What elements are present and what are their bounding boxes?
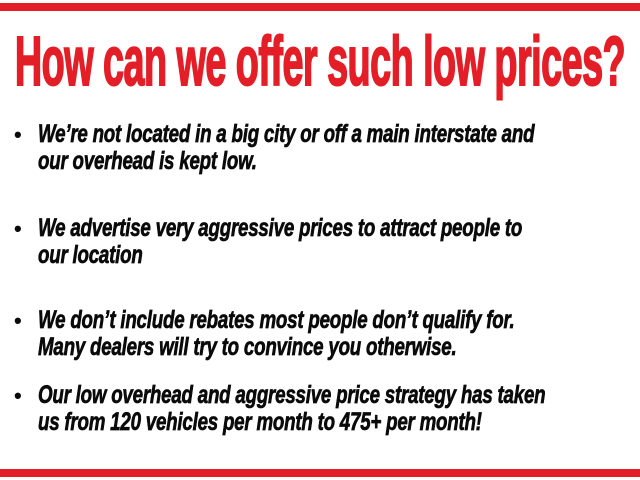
bullet-text: We don’t include rebates most people don… bbox=[38, 306, 515, 361]
bullet-dot-icon: • bbox=[14, 216, 22, 241]
bullet-line: our location bbox=[38, 241, 143, 269]
bullet-line: We’re not located in a big city or off a… bbox=[38, 120, 535, 148]
bullet-item-4: • Our low overhead and aggressive price … bbox=[0, 381, 640, 440]
bullet-dot-icon: • bbox=[14, 308, 22, 333]
bullet-line: We advertise very aggressive prices to a… bbox=[38, 214, 523, 242]
bullet-text: We advertise very aggressive prices to a… bbox=[38, 214, 523, 269]
bullet-line: Our low overhead and aggressive price st… bbox=[38, 381, 546, 409]
bullet-item-2: • We advertise very aggressive prices to… bbox=[0, 214, 640, 273]
bullet-line: us from 120 vehicles per month to 475+ p… bbox=[38, 408, 483, 436]
bullet-text: Our low overhead and aggressive price st… bbox=[38, 381, 546, 436]
bullet-line: We don’t include rebates most people don… bbox=[38, 306, 515, 334]
bullet-text: We’re not located in a big city or off a… bbox=[38, 120, 535, 175]
bullet-line: our overhead is kept low. bbox=[38, 147, 257, 175]
bullet-line: Many dealers will try to convince you ot… bbox=[38, 333, 457, 361]
slide-title-text: How can we offer such low prices? bbox=[14, 22, 626, 100]
bullet-item-1: • We’re not located in a big city or off… bbox=[0, 120, 640, 179]
bottom-accent-bar bbox=[0, 469, 640, 477]
bullet-dot-icon: • bbox=[14, 122, 22, 147]
slide-title: How can we offer such low prices? bbox=[0, 22, 640, 100]
top-accent-bar bbox=[0, 3, 640, 11]
bullet-dot-icon: • bbox=[14, 383, 22, 408]
bullet-item-3: • We don’t include rebates most people d… bbox=[0, 306, 640, 365]
